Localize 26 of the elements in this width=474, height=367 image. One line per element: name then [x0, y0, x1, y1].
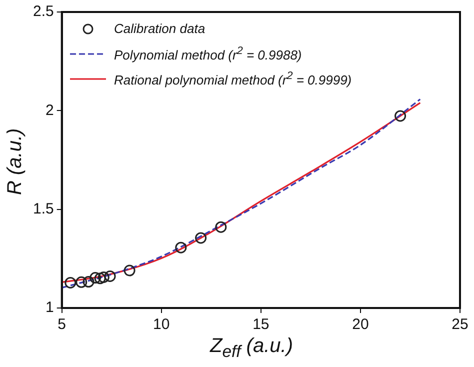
- x-tick-label: 20: [352, 316, 369, 334]
- point: [64, 276, 76, 288]
- x-tick-label: 25: [452, 316, 468, 334]
- legend-label: Rational polynomial method (r$^{2}$ = 0.9999): [114, 70, 352, 88]
- point: [215, 221, 227, 233]
- y-axis-title: R (a.u.): [4, 128, 27, 195]
- point: [195, 232, 207, 244]
- y-tick-label: 1.5: [32, 200, 54, 218]
- point: [76, 276, 88, 288]
- point: [90, 272, 102, 284]
- point: [104, 270, 116, 282]
- x-tick-label: 5: [58, 316, 66, 334]
- point: [82, 276, 94, 288]
- y-tick-label: 1: [46, 299, 54, 316]
- point: [394, 110, 406, 122]
- x-tick-label: 10: [153, 316, 170, 334]
- point: [175, 242, 187, 254]
- legend-label: Polynomial method (r$^{2}$ = 0.9988): [114, 44, 302, 62]
- x-tick-label: 15: [252, 316, 270, 334]
- point: [98, 271, 110, 283]
- point: [124, 264, 136, 276]
- y-tick-label: 2.5: [32, 3, 54, 20]
- legend-label: Calibration data: [114, 21, 206, 36]
- x-axis-title: Z$_{eff}$ (a.u.): [210, 335, 293, 362]
- point: [94, 272, 106, 284]
- y-tick-label: 2: [46, 102, 54, 119]
